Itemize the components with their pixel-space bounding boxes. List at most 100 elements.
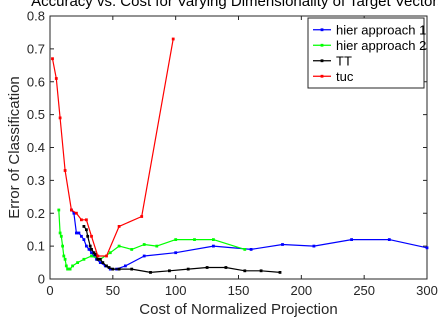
legend-item: tuc bbox=[313, 69, 354, 84]
y-axis-title: Error of Classification bbox=[6, 76, 23, 219]
data-point bbox=[82, 257, 86, 261]
series-tuc bbox=[51, 37, 175, 258]
data-point bbox=[425, 246, 429, 250]
data-point bbox=[212, 238, 215, 241]
data-point bbox=[350, 238, 353, 241]
data-point bbox=[82, 238, 86, 241]
x-tick-label: 100 bbox=[165, 283, 187, 298]
legend-item: hier approach 2 bbox=[313, 38, 426, 53]
data-point bbox=[96, 257, 100, 261]
y-tick-label: 0.8 bbox=[27, 9, 45, 24]
data-point bbox=[130, 248, 134, 251]
data-point bbox=[76, 261, 79, 264]
data-point bbox=[111, 267, 115, 271]
data-point bbox=[85, 244, 88, 248]
data-point bbox=[63, 257, 67, 261]
data-point bbox=[82, 225, 86, 228]
data-point bbox=[108, 251, 112, 255]
series-hier-approach-2 bbox=[57, 208, 247, 271]
data-point bbox=[63, 169, 67, 172]
x-tick-label: 300 bbox=[416, 283, 438, 298]
data-point bbox=[90, 248, 93, 251]
data-point bbox=[108, 267, 112, 271]
data-point bbox=[87, 248, 91, 251]
data-point bbox=[92, 251, 96, 255]
data-point bbox=[54, 77, 58, 80]
data-point bbox=[259, 269, 263, 273]
data-point bbox=[61, 244, 64, 248]
data-point bbox=[62, 254, 66, 258]
series-layer bbox=[51, 37, 429, 274]
x-tick-label: 250 bbox=[353, 283, 375, 298]
data-point bbox=[224, 266, 228, 269]
data-point bbox=[124, 264, 127, 268]
data-point bbox=[90, 251, 93, 255]
x-tick-label: 50 bbox=[106, 283, 120, 298]
y-tick-label: 0 bbox=[38, 272, 45, 287]
data-point bbox=[171, 37, 175, 41]
data-point bbox=[174, 251, 178, 255]
data-point bbox=[205, 266, 209, 269]
data-point bbox=[88, 244, 92, 248]
data-point bbox=[140, 215, 144, 218]
x-tick-label: 0 bbox=[46, 283, 53, 298]
data-point bbox=[249, 248, 253, 251]
data-point bbox=[58, 116, 62, 120]
data-point bbox=[142, 243, 146, 246]
y-tick-label: 0.3 bbox=[27, 173, 45, 188]
legend-label: TT bbox=[336, 53, 352, 68]
series-line-tuc bbox=[51, 38, 174, 257]
data-point bbox=[387, 238, 391, 241]
series-tt bbox=[82, 225, 282, 274]
data-point bbox=[98, 261, 102, 264]
x-tick-label: 150 bbox=[228, 283, 250, 298]
legend-marker bbox=[320, 43, 324, 47]
data-point bbox=[281, 243, 284, 246]
legend-item: hier approach 1 bbox=[313, 22, 426, 37]
legend-item: TT bbox=[313, 53, 352, 68]
data-point bbox=[105, 254, 108, 258]
data-point bbox=[92, 254, 96, 258]
data-point bbox=[90, 254, 93, 258]
data-point bbox=[90, 234, 93, 238]
chart-title: Accuracy vs. Cost for Varying Dimensiona… bbox=[31, 0, 438, 10]
data-point bbox=[107, 266, 111, 269]
data-point bbox=[85, 228, 88, 232]
x-tick-label: 200 bbox=[290, 283, 312, 298]
data-point bbox=[130, 267, 134, 271]
data-point bbox=[243, 248, 247, 251]
data-point bbox=[142, 254, 146, 258]
data-point bbox=[155, 244, 159, 248]
data-point bbox=[64, 264, 68, 268]
legend-marker bbox=[320, 74, 324, 78]
y-tick-label: 0.1 bbox=[27, 239, 45, 254]
series-line-hier-approach-2 bbox=[58, 209, 245, 270]
data-point bbox=[75, 211, 78, 215]
data-point bbox=[212, 244, 215, 248]
legend-label: hier approach 2 bbox=[336, 38, 426, 53]
y-tick-label: 0.7 bbox=[27, 41, 45, 56]
data-point bbox=[80, 234, 83, 238]
y-tick-label: 0.4 bbox=[27, 140, 45, 155]
data-point bbox=[70, 208, 73, 212]
data-point bbox=[80, 218, 83, 222]
y-tick-label: 0.6 bbox=[27, 74, 45, 89]
axes: 0 50 100 150 200 250 300 0 0.1 0.2 0.3 0.4 0.5 0.6 0.7… bbox=[27, 9, 438, 299]
data-point bbox=[278, 271, 282, 274]
data-point bbox=[117, 267, 121, 271]
data-point bbox=[96, 254, 100, 258]
data-point bbox=[105, 264, 108, 268]
legend-marker bbox=[320, 59, 324, 63]
data-point bbox=[77, 231, 81, 235]
data-point bbox=[186, 267, 190, 271]
legend-label: tuc bbox=[336, 69, 354, 84]
data-point bbox=[117, 225, 121, 228]
data-point bbox=[149, 271, 152, 274]
data-point bbox=[75, 231, 78, 235]
data-point bbox=[193, 238, 196, 241]
data-point bbox=[85, 218, 88, 222]
x-axis-title: Cost of Normalized Projection bbox=[139, 301, 337, 318]
data-point bbox=[101, 261, 105, 264]
